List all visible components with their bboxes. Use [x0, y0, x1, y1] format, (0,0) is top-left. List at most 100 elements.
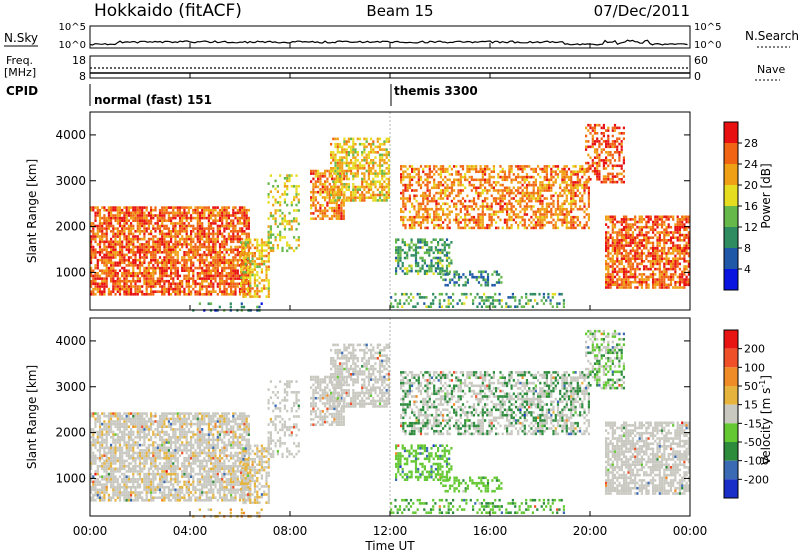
power-cell	[214, 237, 217, 241]
power-cell	[317, 169, 320, 173]
power-cell	[214, 240, 217, 244]
power-cell	[116, 235, 119, 238]
power-cell	[134, 264, 137, 267]
power-cell	[132, 211, 135, 215]
power-cell	[245, 256, 248, 259]
power-cell	[367, 188, 370, 191]
power-cell	[345, 196, 348, 199]
power-cell	[548, 183, 551, 187]
power-cell	[605, 265, 608, 268]
power-cell	[435, 223, 438, 227]
power-cell	[297, 198, 300, 202]
power-cell	[110, 219, 113, 222]
power-cell	[488, 205, 491, 208]
power-cell	[602, 175, 605, 178]
power-cell	[609, 172, 612, 176]
power-cell	[609, 145, 612, 149]
power-cell	[543, 210, 546, 214]
power-cell	[634, 280, 637, 284]
power-cell	[591, 142, 594, 146]
power-cell	[484, 213, 487, 216]
power-cell	[334, 185, 337, 189]
power-cell	[92, 290, 95, 293]
power-cell	[423, 269, 426, 273]
power-cell	[92, 293, 95, 296]
power-cell	[611, 164, 614, 168]
power-cell	[598, 142, 601, 146]
power-cell	[532, 189, 535, 192]
power-cell	[647, 278, 650, 281]
power-cell	[156, 248, 159, 251]
power-cell	[587, 189, 590, 192]
power-cell	[543, 223, 546, 227]
power-cell	[634, 260, 637, 263]
power-cell	[112, 232, 115, 236]
power-cell	[587, 167, 590, 170]
power-cell	[230, 285, 233, 288]
power-cell	[161, 279, 164, 283]
power-cell	[338, 177, 342, 181]
power-cell	[457, 221, 460, 224]
power-cell	[572, 226, 575, 230]
power-cell	[426, 213, 429, 216]
power-cell	[174, 285, 177, 288]
power-cell	[448, 173, 451, 176]
power-cell	[247, 282, 250, 286]
power-cell	[260, 243, 263, 247]
power-cell	[627, 225, 630, 229]
power-cell	[330, 199, 333, 202]
power-cell	[341, 199, 344, 202]
power-cell	[507, 296, 510, 299]
power-cell	[629, 218, 632, 221]
power-cell	[341, 167, 344, 170]
power-cell	[636, 280, 639, 284]
power-cell	[198, 272, 202, 275]
power-cell	[328, 201, 331, 205]
power-cell	[579, 191, 582, 195]
power-cell	[132, 227, 135, 230]
power-cell	[232, 269, 235, 272]
power-cell	[365, 185, 368, 189]
power-cell	[397, 259, 400, 262]
power-cell	[98, 208, 102, 212]
power-cell	[499, 194, 502, 198]
power-cell	[529, 292, 532, 296]
power-cell	[225, 251, 228, 254]
power-cell	[508, 189, 511, 192]
power-cell	[243, 222, 246, 225]
power-cell	[196, 232, 199, 236]
power-cell	[541, 213, 544, 216]
power-cell	[461, 189, 465, 192]
power-cell	[138, 277, 142, 280]
power-cell	[196, 253, 199, 257]
power-cell	[495, 197, 498, 200]
power-cell	[138, 211, 142, 215]
power-cell	[330, 153, 333, 157]
power-cell	[125, 285, 128, 288]
power-cell	[216, 214, 219, 217]
power-cell	[634, 215, 637, 219]
power-cell	[269, 233, 272, 236]
power-cell	[192, 248, 195, 251]
power-cell	[253, 246, 256, 250]
power-cell	[101, 272, 104, 275]
power-cell	[361, 185, 364, 189]
power-cell	[114, 245, 117, 249]
power-cell	[236, 230, 239, 233]
power-cell	[625, 249, 628, 253]
power-cell	[423, 296, 426, 299]
power-cell	[247, 293, 250, 296]
power-cell	[223, 261, 226, 265]
power-cell	[618, 137, 621, 140]
power-cell	[528, 175, 531, 179]
power-cell	[240, 262, 243, 266]
power-cell	[579, 183, 582, 187]
power-cell	[481, 175, 484, 179]
power-cell	[172, 222, 175, 225]
power-cell	[545, 167, 548, 171]
power-cell	[497, 210, 500, 214]
power-cell	[634, 228, 637, 232]
power-cell	[279, 214, 282, 218]
power-cell	[440, 292, 444, 296]
power-cell	[236, 251, 239, 254]
